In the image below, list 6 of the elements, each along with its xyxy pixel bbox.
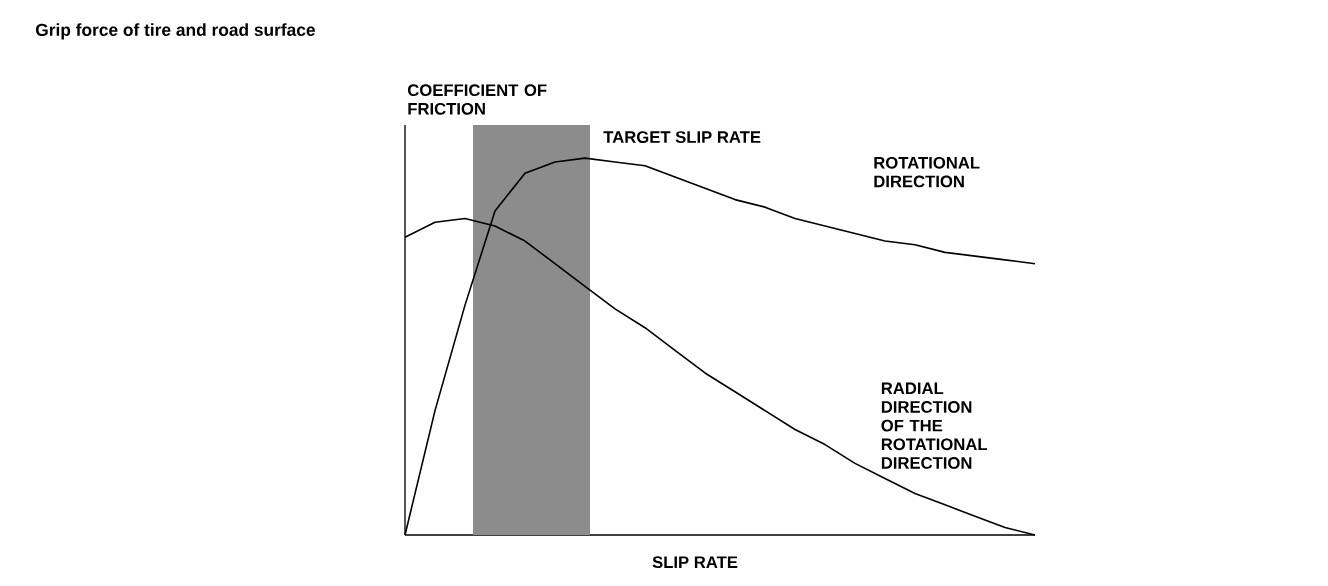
y-axis-title: COEFFICIENT OF FRICTION <box>407 84 547 115</box>
x-axis-title: SLIP RATE <box>652 556 738 569</box>
text: Grip force of tire and road surface <box>35 23 315 40</box>
text: TARGET SLIP RATE <box>603 131 761 143</box>
text: ROTATIONAL DIRECTION <box>874 156 980 188</box>
series-label: RADIAL DIRECTION OF THE ROTATIONAL DIRECTION <box>881 382 988 469</box>
